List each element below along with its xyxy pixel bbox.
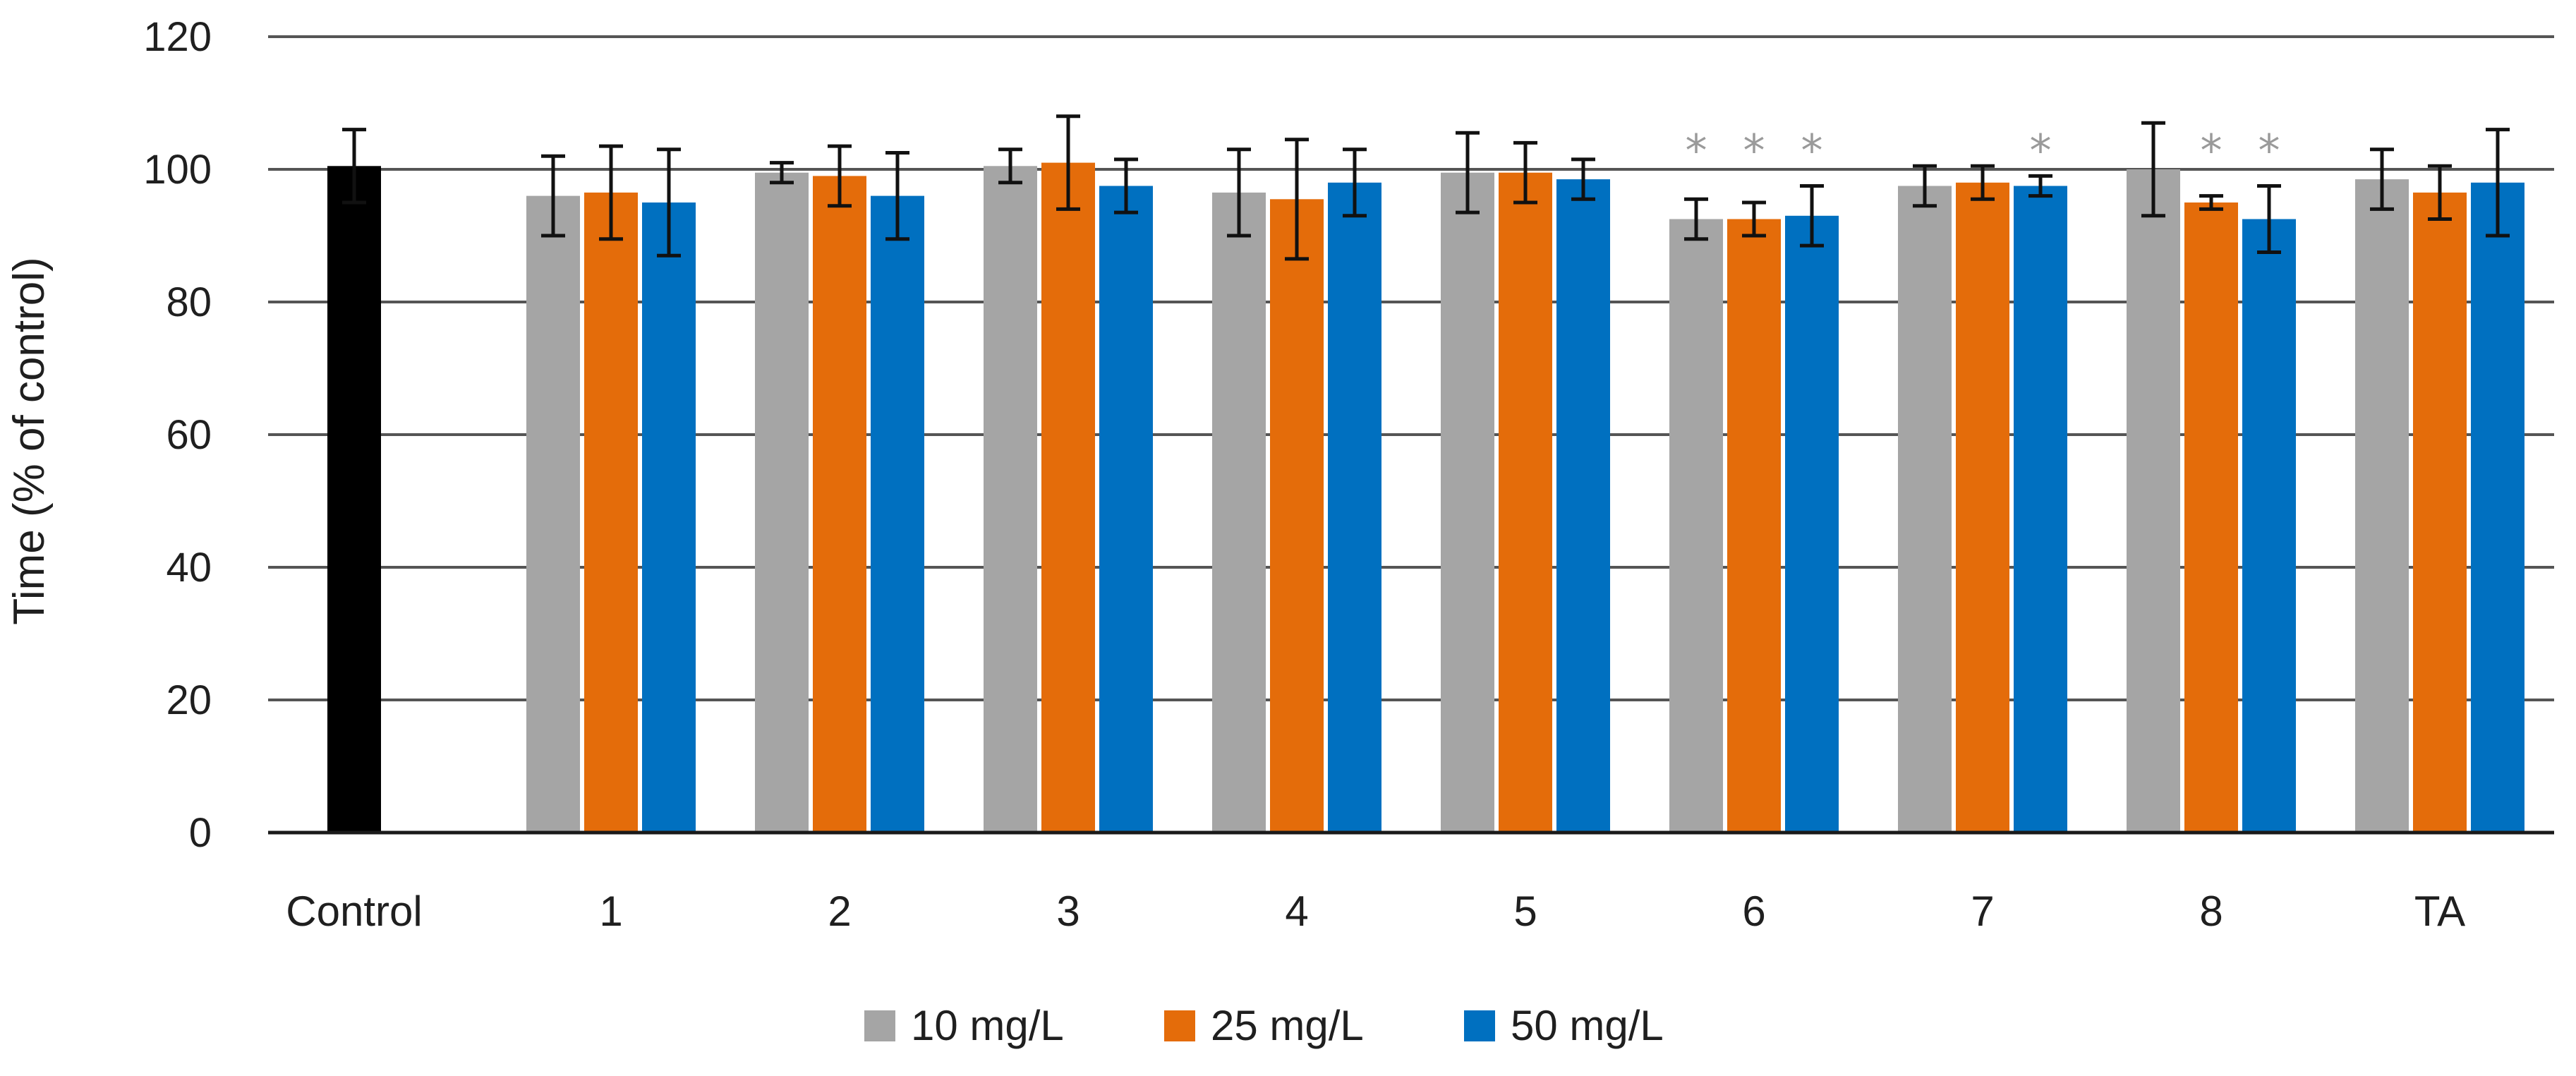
bar-8-series-1	[2127, 169, 2180, 833]
y-tick-label: 20	[166, 677, 212, 723]
significance-markers: * * * * * *	[1686, 125, 2280, 176]
x-tick-label: 3	[1056, 888, 1080, 935]
bar-7-series-1	[1898, 186, 1952, 833]
bar-8-series-3	[2242, 219, 2296, 833]
bar-TA-series-1	[2355, 179, 2409, 833]
significance-star: *	[1801, 125, 1823, 176]
x-tick-label: 6	[1742, 888, 1765, 935]
bar-2-series-3	[871, 195, 924, 833]
bar-3-series-2	[1041, 162, 1095, 833]
x-tick-label: 1	[599, 888, 622, 935]
bar-6-series-2	[1727, 219, 1781, 833]
bar-6-series-3	[1785, 215, 1839, 833]
y-tick-label: 80	[166, 279, 212, 325]
x-tick-label: 8	[2199, 888, 2223, 935]
error-bars	[342, 114, 2510, 261]
legend-swatch	[864, 1010, 895, 1041]
bar-TA-series-2	[2413, 192, 2467, 833]
x-tick-label: 7	[1971, 888, 1994, 935]
y-axis-ticks: 0 20 40 60 80 100 120	[143, 14, 212, 856]
bar-6-series-1	[1669, 219, 1723, 833]
legend-label: 25 mg/L	[1211, 1002, 1364, 1049]
significance-star: *	[2030, 125, 2052, 176]
bar-2-series-2	[813, 176, 866, 833]
y-tick-label: 120	[143, 14, 212, 60]
x-tick-label: Control	[286, 888, 422, 935]
x-tick-label: TA	[2414, 888, 2465, 935]
x-tick-label: 5	[1513, 888, 1537, 935]
bar-1-series-2	[584, 192, 638, 833]
bar-1-series-3	[642, 202, 696, 833]
significance-star: *	[2258, 125, 2280, 176]
x-tick-label: 4	[1285, 888, 1308, 935]
bar-4-series-3	[1328, 182, 1381, 833]
bar-4-series-2	[1270, 199, 1324, 833]
y-axis-title: Time (% of control)	[5, 257, 54, 624]
x-axis-labels: Control 1 2 3 4 5 6 7 8 TA	[286, 888, 2465, 935]
legend-swatch	[1164, 1010, 1195, 1041]
bar-1-series-1	[526, 195, 580, 833]
legend-label: 50 mg/L	[1511, 1002, 1664, 1049]
x-tick-label: 2	[828, 888, 851, 935]
y-tick-label: 0	[189, 810, 212, 856]
legend-label: 10 mg/L	[911, 1002, 1064, 1049]
bar-5-series-1	[1441, 172, 1494, 833]
y-tick-label: 100	[143, 147, 212, 193]
significance-star: *	[1743, 125, 1765, 176]
legend: 10 mg/L 25 mg/L 50 mg/L	[864, 1002, 1664, 1049]
bar-7-series-3	[2014, 186, 2067, 833]
y-tick-label: 40	[166, 545, 212, 591]
legend-swatch	[1464, 1010, 1495, 1041]
bar-control	[327, 166, 381, 833]
significance-star: *	[1686, 125, 1707, 176]
bar-3-series-1	[984, 166, 1037, 833]
significance-star: *	[2201, 125, 2223, 176]
bar-3-series-3	[1099, 186, 1153, 833]
bar-TA-series-3	[2471, 182, 2524, 833]
bar-7-series-2	[1956, 182, 2009, 833]
bar-2-series-1	[755, 172, 809, 833]
bars	[327, 162, 2524, 833]
bar-8-series-2	[2184, 202, 2238, 833]
bar-4-series-1	[1212, 192, 1266, 833]
bar-5-series-2	[1499, 172, 1552, 833]
bar-5-series-3	[1556, 179, 1610, 833]
y-tick-label: 60	[166, 412, 212, 458]
